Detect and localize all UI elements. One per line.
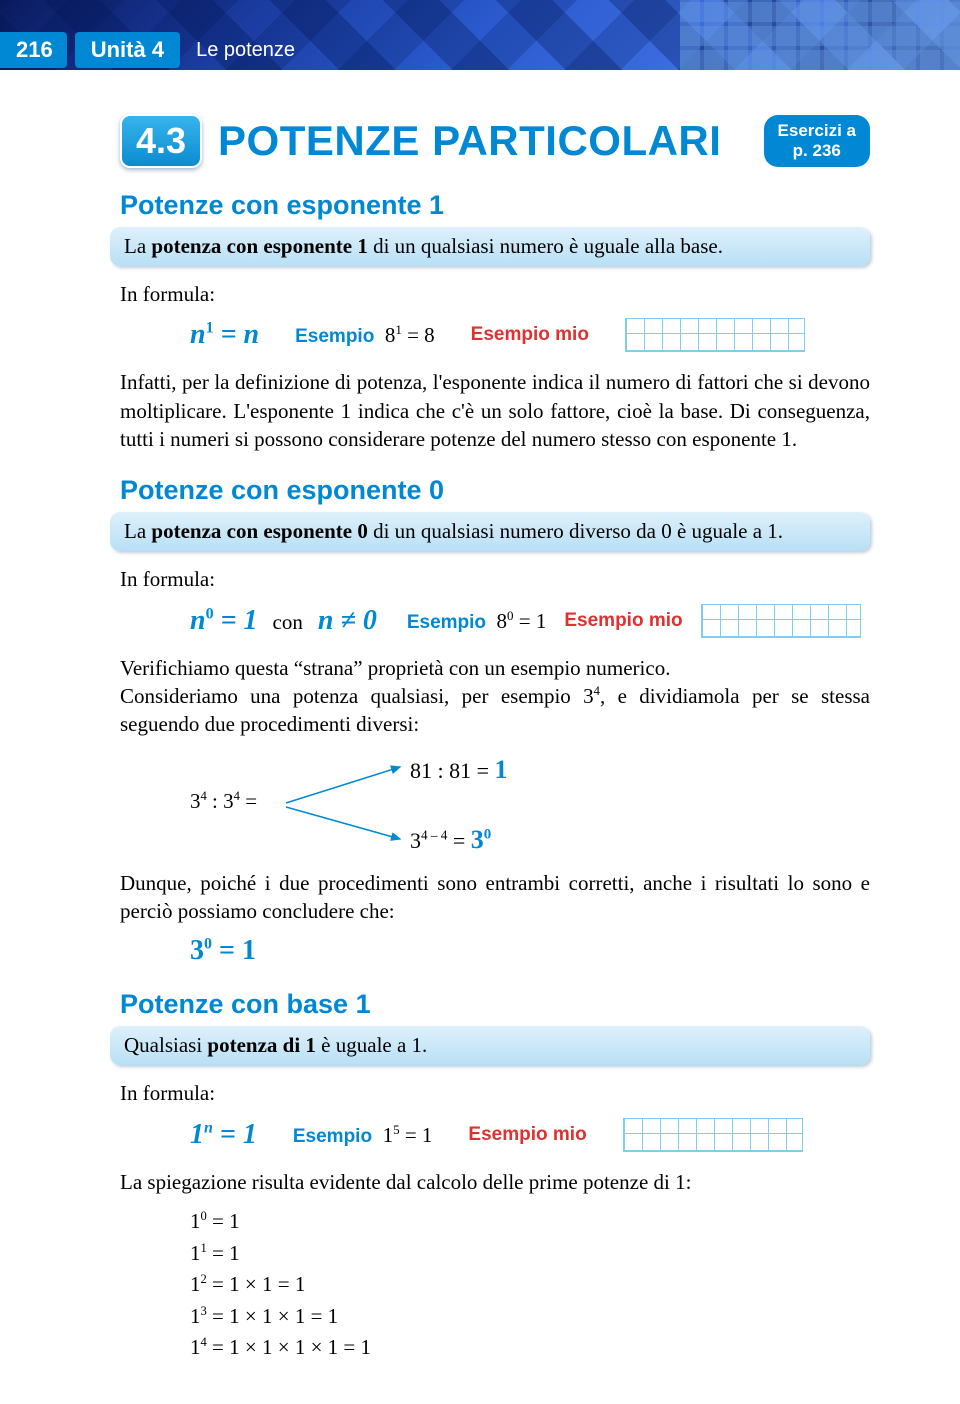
calc-line: 10 = 1 xyxy=(190,1206,870,1238)
esempio-mio-label: Esempio mio xyxy=(471,324,589,346)
esempio-label: Esempio xyxy=(293,1126,372,1147)
section3-formula-row: 1n = 1 Esempio 15 = 1 Esempio mio xyxy=(190,1118,870,1152)
chapter-heading-row: 4.3 POTENZE PARTICOLARI Esercizi a p. 23… xyxy=(120,114,870,168)
section3-definition: Qualsiasi potenza di 1 è uguale a 1. xyxy=(110,1026,870,1065)
section2-formula: n0 = 1 con n ≠ 0 xyxy=(190,605,377,637)
unit-title: Le potenze xyxy=(196,39,295,62)
calc-line: 11 = 1 xyxy=(190,1238,870,1270)
diagram-left: 34 : 34 = xyxy=(190,789,257,814)
chapter-title: POTENZE PARTICOLARI xyxy=(218,117,748,165)
section3-informula: In formula: xyxy=(120,1079,870,1107)
section1-formula: n1 = n xyxy=(190,319,259,351)
def3-pre: Qualsiasi xyxy=(124,1033,207,1057)
def1-bold: potenza con esponente 1 xyxy=(151,234,367,258)
section3-formula: 1n = 1 xyxy=(190,1119,257,1151)
chapter-number-badge: 4.3 xyxy=(120,114,202,168)
page-content: 4.3 POTENZE PARTICOLARI Esercizi a p. 23… xyxy=(0,114,960,1404)
section3-title: Potenze con base 1 xyxy=(120,989,870,1020)
esempio-mio-label: Esempio mio xyxy=(468,1124,586,1146)
calc-line: 13 = 1 × 1 × 1 = 1 xyxy=(190,1301,870,1333)
calc-line: 12 = 1 × 1 = 1 xyxy=(190,1269,870,1301)
def2-pre: La xyxy=(124,519,151,543)
section1-informula: In formula: xyxy=(120,280,870,308)
section2-title: Potenze con esponente 0 xyxy=(120,475,870,506)
section1-definition: La potenza con esponente 1 di un qualsia… xyxy=(110,227,870,266)
section2-esempio: Esempio 80 = 1 xyxy=(407,608,547,634)
def3-post: è uguale a 1. xyxy=(316,1033,427,1057)
header-bar: 216 Unità 4 Le potenze xyxy=(0,32,960,68)
section2-conclusion: Dunque, poiché i due procedimenti sono e… xyxy=(120,869,870,926)
answer-grid[interactable] xyxy=(625,318,805,352)
section2-result: 30 = 1 xyxy=(190,935,870,967)
def1-pre: La xyxy=(124,234,151,258)
section1-explanation: Infatti, per la definizione di potenza, … xyxy=(120,368,870,453)
def1-post: di un qualsiasi numero è uguale alla bas… xyxy=(368,234,723,258)
exercise-ref-line1: Esercizi a xyxy=(778,121,856,141)
def3-bold: potenza di 1 xyxy=(207,1033,316,1057)
esempio-label: Esempio xyxy=(407,612,486,633)
unit-label: Unità 4 xyxy=(75,32,180,68)
esempio-math: 15 = 1 xyxy=(383,1123,433,1147)
esempio-mio-label: Esempio mio xyxy=(564,610,682,632)
answer-grid[interactable] xyxy=(701,604,861,638)
def2-bold: potenza con esponente 0 xyxy=(151,519,367,543)
section2-verify: Verifichiamo questa “strana” proprietà c… xyxy=(120,654,870,739)
page-number: 216 xyxy=(0,32,67,68)
answer-grid[interactable] xyxy=(623,1118,803,1152)
section3-explanation-intro: La spiegazione risulta evidente dal calc… xyxy=(120,1168,870,1196)
exercise-ref-line2: p. 236 xyxy=(778,141,856,161)
section3-calculations: 10 = 1 11 = 1 12 = 1 × 1 = 1 13 = 1 × 1 … xyxy=(190,1206,870,1364)
esempio-math: 81 = 8 xyxy=(385,323,435,347)
section2-diagram: 34 : 34 = 81 : 81 = 1 34 – 4 = 30 xyxy=(190,749,870,859)
exercise-reference-badge: Esercizi a p. 236 xyxy=(764,115,870,166)
diagram-top-result: 81 : 81 = 1 xyxy=(410,755,508,785)
diagram-bottom-result: 34 – 4 = 30 xyxy=(410,825,491,855)
section3-esempio: Esempio 15 = 1 xyxy=(293,1122,433,1148)
diagram-arrows xyxy=(280,753,410,853)
esempio-math: 80 = 1 xyxy=(497,609,547,633)
def2-post: di un qualsiasi numero diverso da 0 è ug… xyxy=(368,519,783,543)
section2-formula-row: n0 = 1 con n ≠ 0 Esempio 80 = 1 Esempio … xyxy=(190,604,870,638)
section2-definition: La potenza con esponente 0 di un qualsia… xyxy=(110,512,870,551)
esempio-label: Esempio xyxy=(295,326,374,347)
section1-esempio: Esempio 81 = 8 xyxy=(295,322,435,348)
calc-line: 14 = 1 × 1 × 1 × 1 = 1 xyxy=(190,1332,870,1364)
section2-informula: In formula: xyxy=(120,565,870,593)
section1-formula-row: n1 = n Esempio 81 = 8 Esempio mio xyxy=(190,318,870,352)
section1-title: Potenze con esponente 1 xyxy=(120,190,870,221)
